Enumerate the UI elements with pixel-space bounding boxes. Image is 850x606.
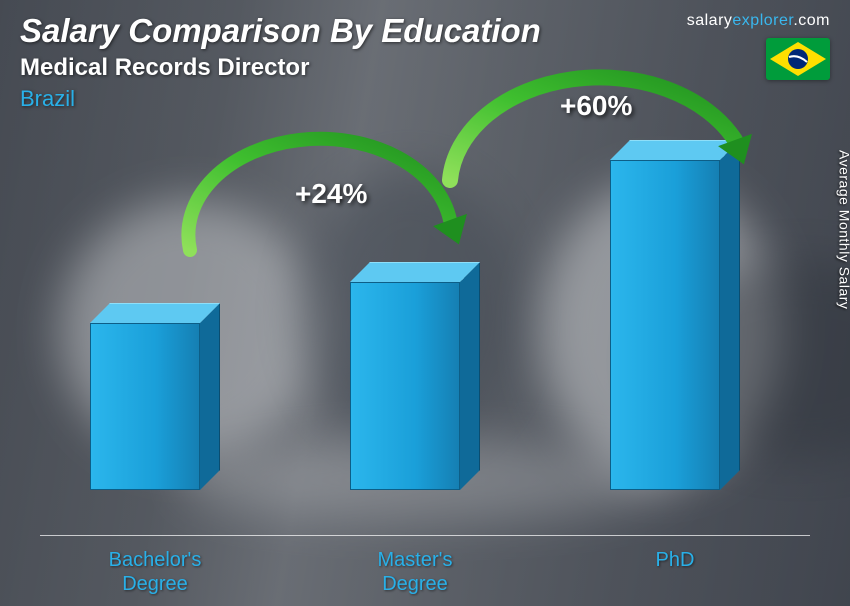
brand-mid: explorer (732, 12, 793, 29)
bar (90, 323, 220, 490)
infographic-container: Salary Comparison By Education Medical R… (0, 0, 850, 606)
increase-percent-label: +60% (560, 90, 632, 122)
country-flag-icon (766, 38, 830, 80)
y-axis-label: Average Monthly Salary (836, 150, 850, 309)
brand-label: salaryexplorer.com (687, 12, 830, 30)
brand-prefix: salary (687, 12, 733, 29)
chart-area: 9,010 BRLBachelor's Degree 11,200 BRLMast… (60, 150, 790, 536)
brand-suffix: .com (793, 12, 830, 29)
bar-side (200, 303, 220, 490)
increase-arc (435, 40, 755, 210)
bar-group: 9,010 BRLBachelor's Degree (80, 323, 230, 536)
bar-top (90, 303, 220, 323)
bar (350, 282, 480, 490)
bar-category-label: PhD (656, 548, 695, 572)
bar-side (460, 262, 480, 490)
bar-category-label: Bachelor's Degree (109, 548, 202, 596)
bar-group: 17,800 BRLPhD (600, 160, 750, 536)
bar-group: 11,200 BRLMaster's Degree (340, 282, 490, 536)
bar-front (350, 282, 460, 490)
bar-category-label: Master's Degree (378, 548, 453, 596)
bar-front (90, 323, 200, 490)
increase-percent-label: +24% (295, 178, 367, 210)
